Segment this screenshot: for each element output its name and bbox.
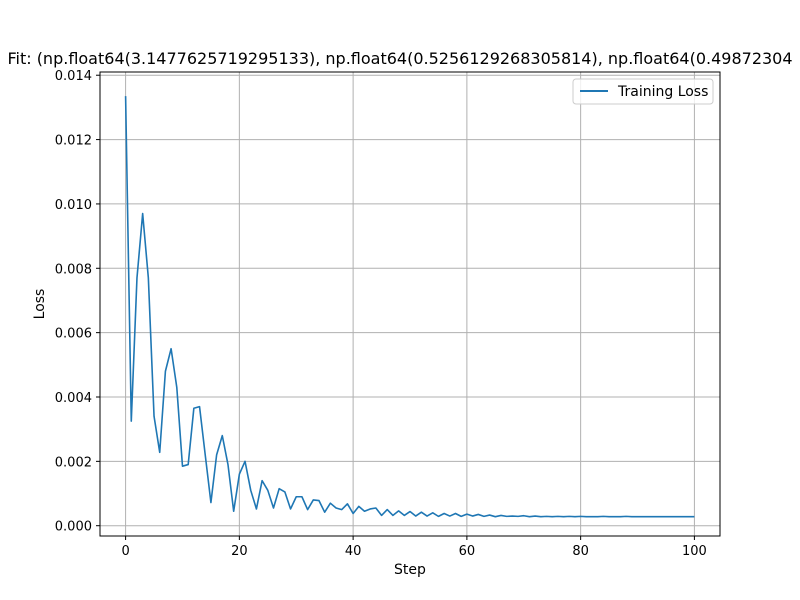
- legend-box: [572, 78, 714, 105]
- plot-frame: [99, 71, 721, 537]
- y-tick-label: 0.006: [55, 327, 92, 342]
- legend: Training Loss: [572, 78, 714, 105]
- y-axis-label: Loss: [32, 289, 48, 320]
- y-tick-label: 0.008: [55, 262, 92, 277]
- x-tick-label: 0: [121, 544, 129, 559]
- x-tick-label: 80: [572, 544, 589, 559]
- x-tick-label: 100: [682, 544, 707, 559]
- x-axis-label: Step: [394, 562, 426, 578]
- grid-lines: [100, 72, 720, 536]
- x-axis-ticks: 0 20 40 60 80 100: [121, 536, 707, 559]
- y-tick-label: 0.012: [55, 134, 92, 149]
- x-tick-label: 20: [231, 544, 248, 559]
- x-tick-label: 60: [459, 544, 476, 559]
- y-tick-label: 0.002: [55, 455, 92, 470]
- y-tick-label: 0.004: [55, 391, 92, 406]
- y-tick-label: 0.010: [55, 198, 92, 213]
- chart-title: Fit: (np.float64(3.1477625719295133), np…: [7, 49, 792, 68]
- y-axis-ticks: 0.000 0.002 0.004 0.006 0.008 0.010 0.012 0.014: [55, 69, 100, 535]
- y-tick-label: 0.014: [55, 69, 92, 84]
- x-tick-label: 40: [345, 544, 362, 559]
- legend-label-training-loss: Training Loss: [617, 84, 708, 100]
- series-group: [124, 96, 695, 518]
- series-line-training-loss: [124, 96, 695, 518]
- y-tick-label: 0.000: [55, 520, 92, 535]
